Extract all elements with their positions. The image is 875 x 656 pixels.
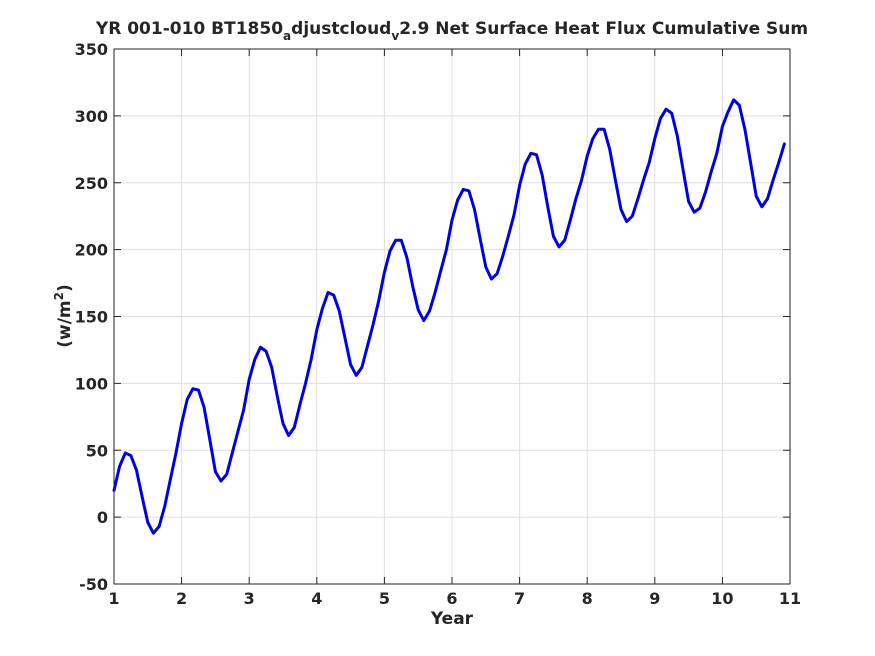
y-tick-label: 350 bbox=[75, 40, 108, 59]
x-tick-label: 11 bbox=[779, 589, 801, 608]
y-axis-label: (w/m2) bbox=[52, 284, 75, 348]
y-tick-label: 50 bbox=[86, 441, 108, 460]
x-tick-label: 5 bbox=[379, 589, 390, 608]
x-tick-label: 4 bbox=[311, 589, 322, 608]
y-tick-label: 100 bbox=[75, 374, 108, 393]
y-tick-labels: -50 0 50 100 150 200 250 300 350 bbox=[75, 40, 108, 594]
x-tick-label: 8 bbox=[582, 589, 593, 608]
x-tick-label: 9 bbox=[649, 589, 660, 608]
y-tick-label: 200 bbox=[75, 241, 108, 260]
x-tick-labels: 1 2 3 4 5 6 7 8 9 10 11 bbox=[108, 589, 801, 608]
y-tick-label: 0 bbox=[97, 508, 108, 527]
x-tick-label: 6 bbox=[446, 589, 457, 608]
series-line bbox=[112, 98, 786, 535]
x-tick-label: 1 bbox=[108, 589, 119, 608]
chart-title: YR 001-010 BT1850adjustcloudv2.9 Net Sur… bbox=[95, 19, 808, 43]
y-tick-label: 150 bbox=[75, 308, 108, 327]
tick-marks bbox=[113, 48, 791, 585]
x-tick-label: 7 bbox=[514, 589, 525, 608]
y-tick-label: 250 bbox=[75, 174, 108, 193]
x-tick-label: 3 bbox=[244, 589, 255, 608]
x-tick-label: 10 bbox=[711, 589, 733, 608]
x-axis-label: Year bbox=[430, 609, 474, 629]
x-tick-label: 2 bbox=[176, 589, 187, 608]
y-tick-label: -50 bbox=[79, 575, 108, 594]
series-layer bbox=[112, 98, 786, 535]
y-tick-label: 300 bbox=[75, 107, 108, 126]
